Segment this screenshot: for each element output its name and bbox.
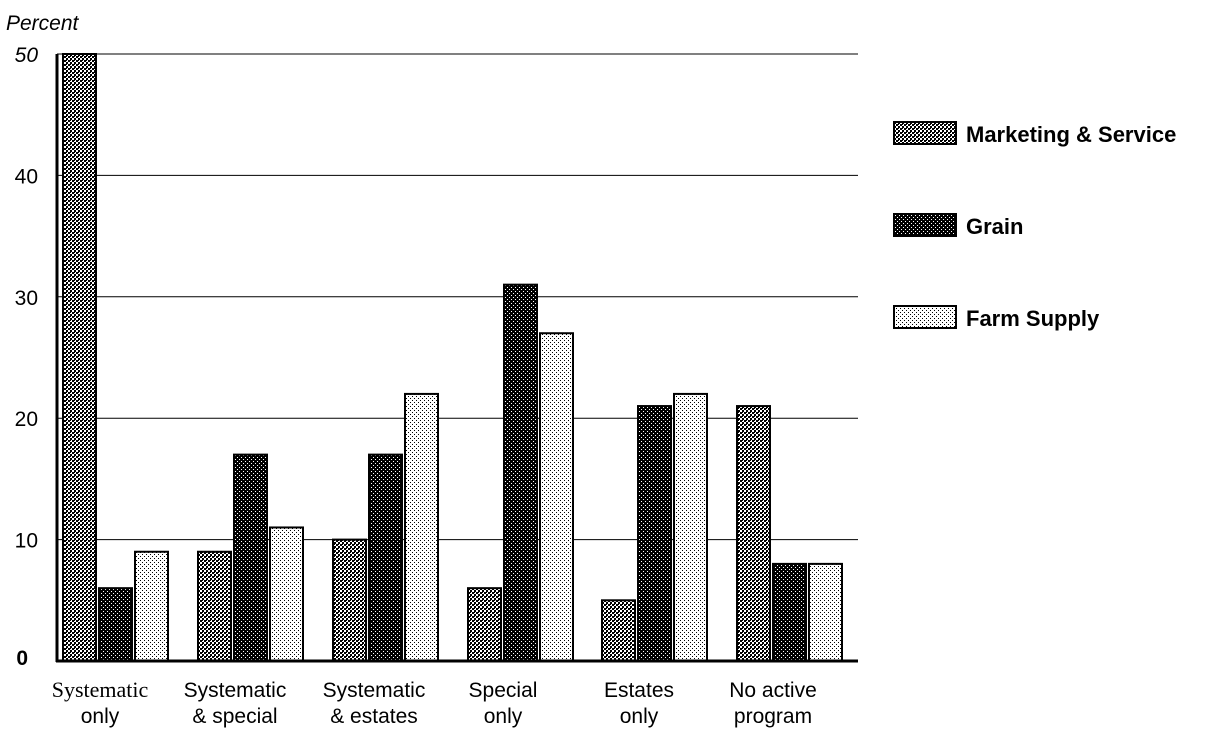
bar-grain-2	[368, 453, 403, 662]
legend-label: Marketing & Service	[966, 122, 1176, 147]
legend: Marketing & Service Grain Farm Supply	[893, 121, 1176, 331]
y-tick-label: 30	[15, 287, 38, 310]
y-tick-label: 40	[15, 165, 38, 188]
y-tick-label: 0	[16, 647, 28, 670]
bar-farm-supply-4	[673, 392, 708, 662]
x-category-label: & special	[192, 705, 277, 728]
y-tick-label: 10	[15, 530, 38, 553]
x-category-label: only	[484, 705, 523, 728]
x-category-label: Systematic	[323, 679, 426, 702]
bar-grain-1	[233, 453, 268, 662]
bar-marketing-service-1	[197, 550, 232, 662]
bar-marketing-service-3	[467, 587, 502, 662]
x-category-label: & estates	[330, 705, 418, 728]
bar-marketing-service-4	[601, 599, 636, 662]
bar-grain-4	[637, 405, 672, 662]
bar-grain-0	[98, 587, 133, 662]
x-category-label: only	[81, 705, 120, 728]
y-tick-labels: 0 10 20 30 40 50	[15, 44, 39, 670]
x-category-label: Systematic	[52, 677, 149, 702]
legend-swatch	[893, 121, 957, 145]
legend-label: Farm Supply	[966, 306, 1100, 331]
x-category-label: program	[734, 705, 812, 728]
bar-marketing-service-2	[332, 538, 367, 662]
bar-farm-supply-1	[269, 526, 304, 663]
bar-farm-supply-0	[134, 550, 169, 662]
legend-label: Grain	[966, 214, 1023, 239]
bar-grain-3	[503, 283, 538, 662]
legend-swatch	[893, 213, 957, 237]
y-axis-title: Percent	[6, 12, 80, 35]
bar-marketing-service-0	[62, 53, 97, 662]
legend-swatch	[893, 305, 957, 329]
gridlines	[57, 53, 858, 541]
bar-grain-5	[772, 562, 807, 663]
y-tick-label: 50	[15, 44, 39, 67]
bar-farm-supply-2	[404, 392, 439, 662]
x-category-label: No active	[729, 679, 817, 702]
x-category-label: Systematic	[184, 679, 287, 702]
y-tick-label: 20	[15, 408, 38, 431]
x-category-label: Special	[469, 679, 538, 702]
x-category-label: only	[620, 705, 659, 728]
x-category-labels: Systematic only Systematic & special Systema…	[52, 677, 817, 728]
x-category-label: Estates	[604, 679, 674, 702]
bars	[62, 53, 843, 663]
bar-marketing-service-5	[736, 405, 771, 662]
bar-farm-supply-3	[539, 332, 574, 662]
bar-farm-supply-5	[808, 562, 843, 663]
